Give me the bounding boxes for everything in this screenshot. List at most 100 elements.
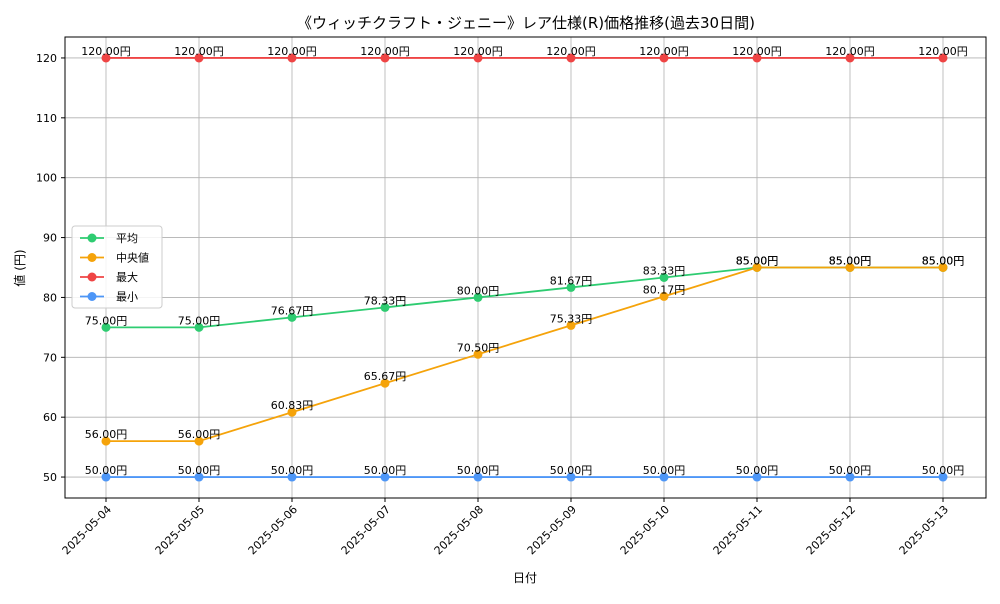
data-point: [473, 472, 483, 482]
data-point: [566, 53, 576, 63]
data-label: 75.33円: [550, 312, 593, 325]
y-tick-label: 120: [36, 52, 57, 65]
data-label: 120.00円: [918, 45, 968, 58]
data-label: 50.00円: [922, 464, 965, 477]
axes: 2025-05-04 2025-05-05 2025-05-06 2025-05-07…: [36, 52, 951, 557]
data-label: 78.33円: [364, 294, 407, 307]
data-point: [194, 436, 204, 446]
data-label: 120.00円: [546, 45, 596, 58]
data-label: 81.67円: [550, 274, 593, 287]
data-point: [380, 378, 390, 388]
x-tick-label: 2025-05-13: [897, 503, 951, 557]
legend-label: 最大: [116, 270, 138, 284]
x-tick-label: 2025-05-10: [618, 503, 672, 557]
data-point: [380, 472, 390, 482]
data-point: [194, 472, 204, 482]
data-point: [101, 53, 111, 63]
data-label: 85.00円: [736, 255, 779, 268]
data-label: 50.00円: [550, 464, 593, 477]
data-point: [287, 312, 297, 322]
data-label: 80.00円: [457, 284, 500, 297]
data-point: [659, 272, 669, 282]
data-point: [752, 53, 762, 63]
data-label: 120.00円: [825, 45, 875, 58]
data-label: 75.00円: [178, 314, 221, 327]
x-tick-label: 2025-05-05: [153, 503, 207, 557]
data-point: [287, 472, 297, 482]
data-label: 85.00円: [922, 255, 965, 268]
data-point: [473, 292, 483, 302]
y-tick-label: 70: [43, 351, 57, 364]
data-point: [845, 472, 855, 482]
chart-title: 《ウィッチクラフト・ジェニー》レア仕様(R)価格推移(過去30日間): [297, 14, 755, 32]
data-label: 50.00円: [643, 464, 686, 477]
legend-item-0: 平均: [80, 232, 138, 245]
data-label: 50.00円: [829, 464, 872, 477]
data-label: 56.00円: [85, 428, 128, 441]
data-labels: 75.00円 75.00円 76.67円 78.33円 80.00円 81.67円 83.3…: [81, 45, 968, 477]
x-tick-label: 2025-05-04: [60, 503, 114, 557]
data-point: [845, 53, 855, 63]
data-label: 65.67円: [364, 370, 407, 383]
y-tick-label: 50: [43, 471, 57, 484]
data-label: 76.67円: [271, 304, 314, 317]
data-label: 50.00円: [736, 464, 779, 477]
legend-swatch-marker: [87, 272, 97, 282]
data-label: 120.00円: [81, 45, 131, 58]
x-axis-label: 日付: [513, 571, 537, 585]
x-tick-label: 2025-05-07: [339, 503, 393, 557]
series-2: [101, 53, 948, 63]
legend-label: 中央値: [116, 252, 149, 265]
y-tick-label: 60: [43, 411, 57, 424]
x-tick-label: 2025-05-12: [804, 503, 858, 557]
legend-swatch-marker: [87, 233, 97, 243]
data-label: 120.00円: [639, 45, 689, 58]
series-lines: [101, 53, 948, 482]
data-point: [752, 472, 762, 482]
data-label: 120.00円: [267, 45, 317, 58]
data-point: [752, 263, 762, 272]
x-tick-label: 2025-05-08: [432, 503, 486, 557]
data-label: 85.00円: [736, 255, 779, 268]
legend-item-1: 中央値: [80, 252, 149, 265]
data-label: 120.00円: [360, 45, 410, 58]
y-tick-label: 100: [36, 172, 57, 185]
data-label: 85.00円: [829, 255, 872, 268]
x-tick-label: 2025-05-06: [246, 503, 300, 557]
data-point: [287, 53, 297, 63]
data-point: [938, 53, 948, 63]
data-label: 50.00円: [457, 464, 500, 477]
data-label: 75.00円: [85, 314, 128, 327]
data-point: [659, 291, 669, 301]
data-point: [194, 53, 204, 63]
data-label: 50.00円: [271, 464, 314, 477]
legend-swatch-marker: [87, 253, 97, 262]
data-point: [194, 322, 204, 332]
data-point: [566, 282, 576, 292]
legend-label: 平均: [116, 232, 138, 245]
data-point: [101, 472, 111, 482]
data-point: [380, 53, 390, 63]
x-tick-label: 2025-05-11: [711, 503, 765, 557]
data-point: [566, 472, 576, 482]
x-tick-label: 2025-05-09: [525, 503, 579, 557]
y-tick-label: 110: [36, 112, 57, 125]
data-label: 50.00円: [85, 464, 128, 477]
y-tick-label: 90: [43, 232, 57, 245]
data-point: [101, 322, 111, 332]
data-label: 120.00円: [453, 45, 503, 58]
y-axis-label: 値 (円): [12, 249, 27, 286]
legend-swatch-marker: [87, 292, 97, 301]
legend-item-2: 最大: [80, 270, 138, 284]
data-point: [566, 320, 576, 330]
data-label: 70.50円: [457, 341, 500, 354]
data-point: [938, 263, 948, 272]
data-label: 83.33円: [643, 264, 686, 277]
y-tick-label: 80: [43, 291, 57, 304]
data-label: 120.00円: [732, 45, 782, 58]
data-point: [845, 263, 855, 272]
series-3: [101, 472, 948, 482]
data-label: 85.00円: [829, 255, 872, 268]
